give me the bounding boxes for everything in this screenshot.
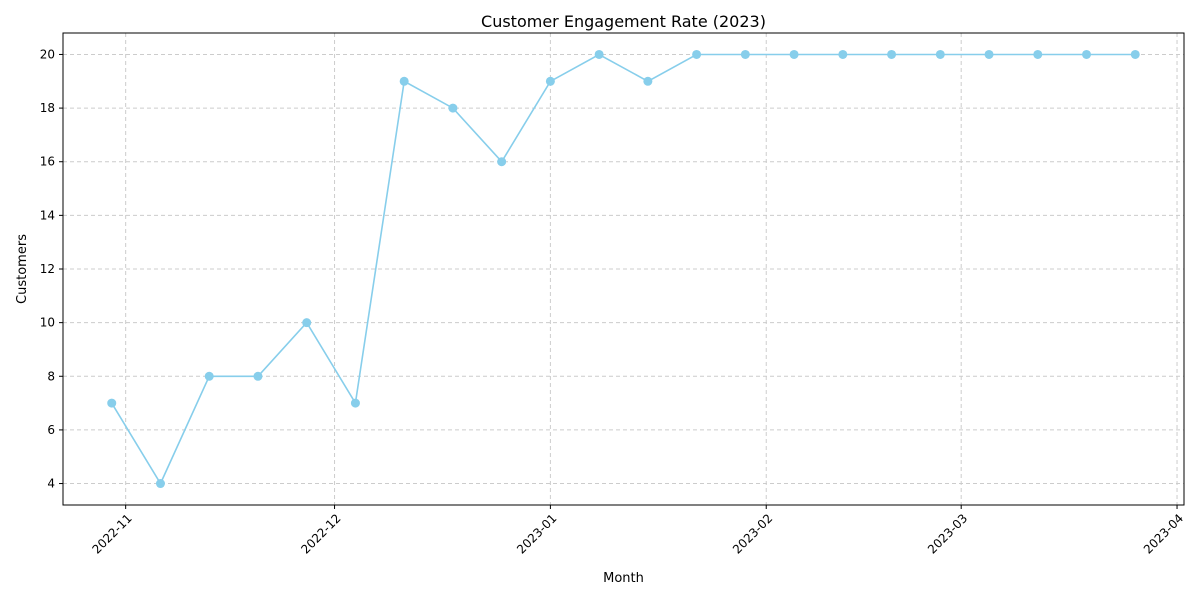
data-point xyxy=(789,49,799,59)
y-tick-label: 18 xyxy=(40,101,55,115)
data-point xyxy=(155,479,165,489)
data-point xyxy=(1130,49,1140,59)
data-point xyxy=(253,371,263,381)
y-tick-label: 20 xyxy=(40,47,55,61)
data-point xyxy=(935,49,945,59)
y-tick-label: 16 xyxy=(40,155,55,169)
data-point xyxy=(984,49,994,59)
data-point xyxy=(350,398,360,408)
y-tick-label: 4 xyxy=(47,477,55,491)
data-point xyxy=(692,49,702,59)
data-point xyxy=(204,371,214,381)
data-point xyxy=(1082,49,1092,59)
data-point xyxy=(1033,49,1043,59)
x-axis-label: Month xyxy=(603,571,644,586)
chart-title: Customer Engagement Rate (2023) xyxy=(481,12,766,31)
y-tick-label: 6 xyxy=(47,423,55,437)
y-tick-label: 14 xyxy=(40,208,55,222)
data-point xyxy=(838,49,848,59)
y-tick-label: 12 xyxy=(40,262,55,276)
data-series xyxy=(107,49,1140,489)
data-point xyxy=(887,49,897,59)
y-axis-label: Customers xyxy=(15,234,30,304)
y-tick-label: 10 xyxy=(40,316,55,330)
data-point xyxy=(545,76,555,86)
y-tick-label: 8 xyxy=(47,369,55,383)
data-point xyxy=(740,49,750,59)
data-point xyxy=(399,76,409,86)
data-point xyxy=(497,157,507,167)
data-point xyxy=(448,103,458,113)
grid-lines xyxy=(63,33,1184,505)
data-point xyxy=(302,318,312,328)
data-point xyxy=(594,49,604,59)
data-point xyxy=(107,398,117,408)
series-line xyxy=(111,53,1136,486)
data-point xyxy=(643,76,653,86)
